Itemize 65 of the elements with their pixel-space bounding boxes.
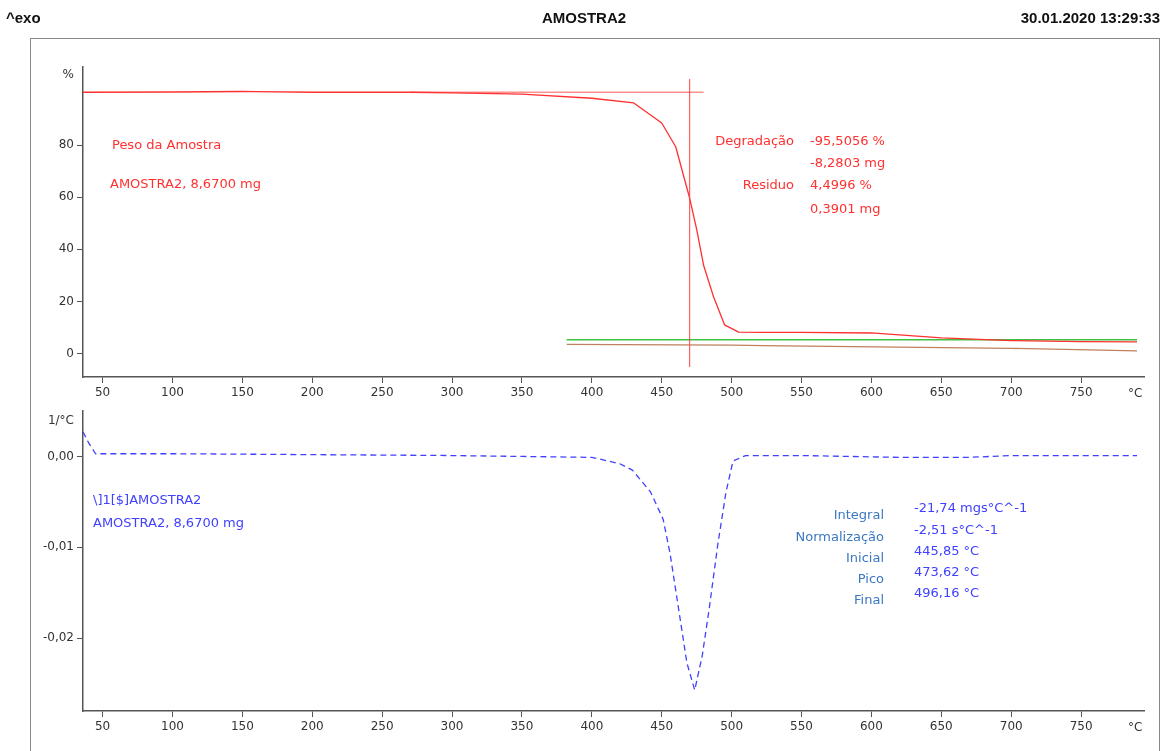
annotation: Pico [857,571,884,587]
x-tick-label: 500 [720,719,744,734]
annotation: 0,3901 mg [810,201,881,217]
y-tick-label: 20 [58,293,74,308]
y-tick-label: 80 [58,137,74,152]
x-tick-label: 450 [650,719,674,734]
annotation: -8,2803 mg [810,155,886,171]
x-tick-label: 50 [94,719,111,734]
annotation: -95,5056 % [810,133,885,149]
x-tick-label: 50 [94,385,111,400]
y-tick-label: 60 [58,189,74,204]
x-tick-label: 400 [580,719,604,734]
x-axis-title: °C [1128,719,1143,735]
annotation: 496,16 °C [914,585,980,601]
x-tick-label: 700 [999,385,1023,400]
annotation: Final [854,592,884,608]
x-tick-label: 550 [790,719,813,734]
annotation: Normalização [795,529,884,545]
x-tick-label: 350 [510,719,534,734]
x-tick-label: 700 [999,719,1023,734]
annotation: Inicial [845,550,884,566]
chart-title: AMOSTRA2 [541,9,627,26]
x-tick-label: 450 [650,385,674,400]
annotation: 4,4996 % [810,177,872,193]
y-axis-title: 1/°C [47,412,74,428]
annotation: AMOSTRA2, 8,6700 mg [93,515,245,531]
x-tick-label: 350 [510,385,534,400]
x-tick-label: 200 [300,385,324,400]
x-tick-label: 750 [1069,719,1093,734]
y-tick-label: 0,00 [47,448,74,463]
x-tick-label: 650 [929,719,953,734]
x-tick-label: 150 [230,719,254,734]
annotation: Residuo [742,177,794,193]
annotation: -21,74 mgs°C^-1 [914,500,1028,516]
x-tick-label: 300 [440,385,464,400]
text: 30.01.2020 13:29:33 [1020,9,1160,26]
x-tick-label: 100 [161,385,184,400]
annotation: \]1[$]AMOSTRA2 [93,492,202,508]
annotation: Degradação [715,133,794,149]
x-tick-label: 100 [161,719,184,734]
x-tick-label: 200 [300,719,324,734]
text: ^exo [6,9,41,26]
x-tick-label: 650 [929,385,953,400]
x-tick-label: 500 [720,385,744,400]
x-axis-title: °C [1128,385,1143,401]
annotation: AMOSTRA2, 8,6700 mg [110,176,262,192]
annotation: 473,62 °C [914,564,980,580]
x-tick-label: 250 [370,719,394,734]
x-tick-label: 750 [1069,385,1093,400]
x-tick-label: 150 [230,385,254,400]
x-tick-label: 600 [859,719,883,734]
x-tick-label: 250 [370,385,394,400]
y-tick-label: -0,02 [42,630,74,645]
x-tick-label: 600 [859,385,883,400]
annotation: Peso da Amostra [112,137,222,153]
y-axis-title: % [62,66,74,82]
y-tick-label: 0 [66,345,74,360]
x-tick-label: 400 [580,385,604,400]
annotation: Integral [833,507,884,523]
annotation: -2,51 s°C^-1 [914,522,998,538]
y-tick-label: -0,01 [42,539,74,554]
x-tick-label: 300 [440,719,464,734]
annotation: 445,85 °C [914,543,980,559]
x-tick-label: 550 [790,385,813,400]
y-tick-label: 40 [58,241,74,256]
